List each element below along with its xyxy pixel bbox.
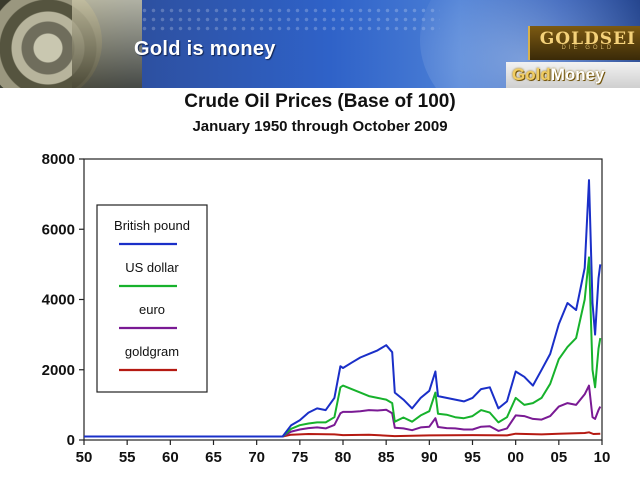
y-tick-label: 2000 [42,362,75,379]
legend-label: British pound [114,218,190,233]
goldseiten-logo-subtext: DIE GOLD [561,45,615,51]
goldmoney-logo: GoldMoney [506,62,640,88]
vault-bars-image [72,0,142,88]
chart-subtitle: January 1950 through October 2009 [192,118,448,135]
x-tick-label: 60 [162,449,179,466]
x-tick-label: 70 [248,449,265,466]
x-tick-label: 80 [335,449,352,466]
series-line-british-pound [84,179,602,438]
banner-title: Gold is money [134,38,276,60]
x-tick-label: 65 [205,449,222,466]
x-tick-label: 95 [464,449,481,466]
chart-title: Crude Oil Prices (Base of 100) [184,91,456,112]
x-tick-label: 90 [421,449,438,466]
y-tick-label: 0 [67,432,75,449]
series-group [84,179,602,438]
legend-label: goldgram [125,344,179,359]
x-tick-label: 10 [594,449,611,466]
goldseiten-logo-text: GOLDSEI [539,29,636,49]
slide-banner: Gold is money GOLDSEI DIE GOLD GoldMoney [0,0,640,88]
y-tick-label: 4000 [42,292,75,309]
y-axis: 0 2000 4000 6000 8000 [42,151,84,449]
legend-label: US dollar [125,260,179,275]
y-tick-label: 6000 [42,221,75,238]
banner-dot-pattern [140,6,440,32]
x-tick-label: 85 [378,449,395,466]
legend-box [96,204,208,393]
goldmoney-logo-money: Money [550,65,605,84]
x-tick-label: 50 [76,449,93,466]
legend: British pound US dollar euro goldgram [96,204,208,393]
series-line-euro [84,384,602,438]
goldseiten-logo: GOLDSEI DIE GOLD [527,26,640,60]
x-axis: 50 55 60 65 70 75 80 85 90 95 00 05 10 [76,440,611,466]
goldmoney-logo-text: GoldMoney [512,65,605,85]
x-tick-label: 75 [291,449,308,466]
series-line-us-dollar [84,256,602,438]
series-line-goldgram [84,431,601,438]
x-tick-label: 00 [507,449,524,466]
x-tick-label: 05 [550,449,567,466]
y-tick-label: 8000 [42,151,75,168]
logo-area: GOLDSEI DIE GOLD GoldMoney [506,24,640,88]
x-tick-label: 55 [119,449,136,466]
goldmoney-logo-gold: Gold [512,65,551,84]
legend-label: euro [139,302,165,317]
